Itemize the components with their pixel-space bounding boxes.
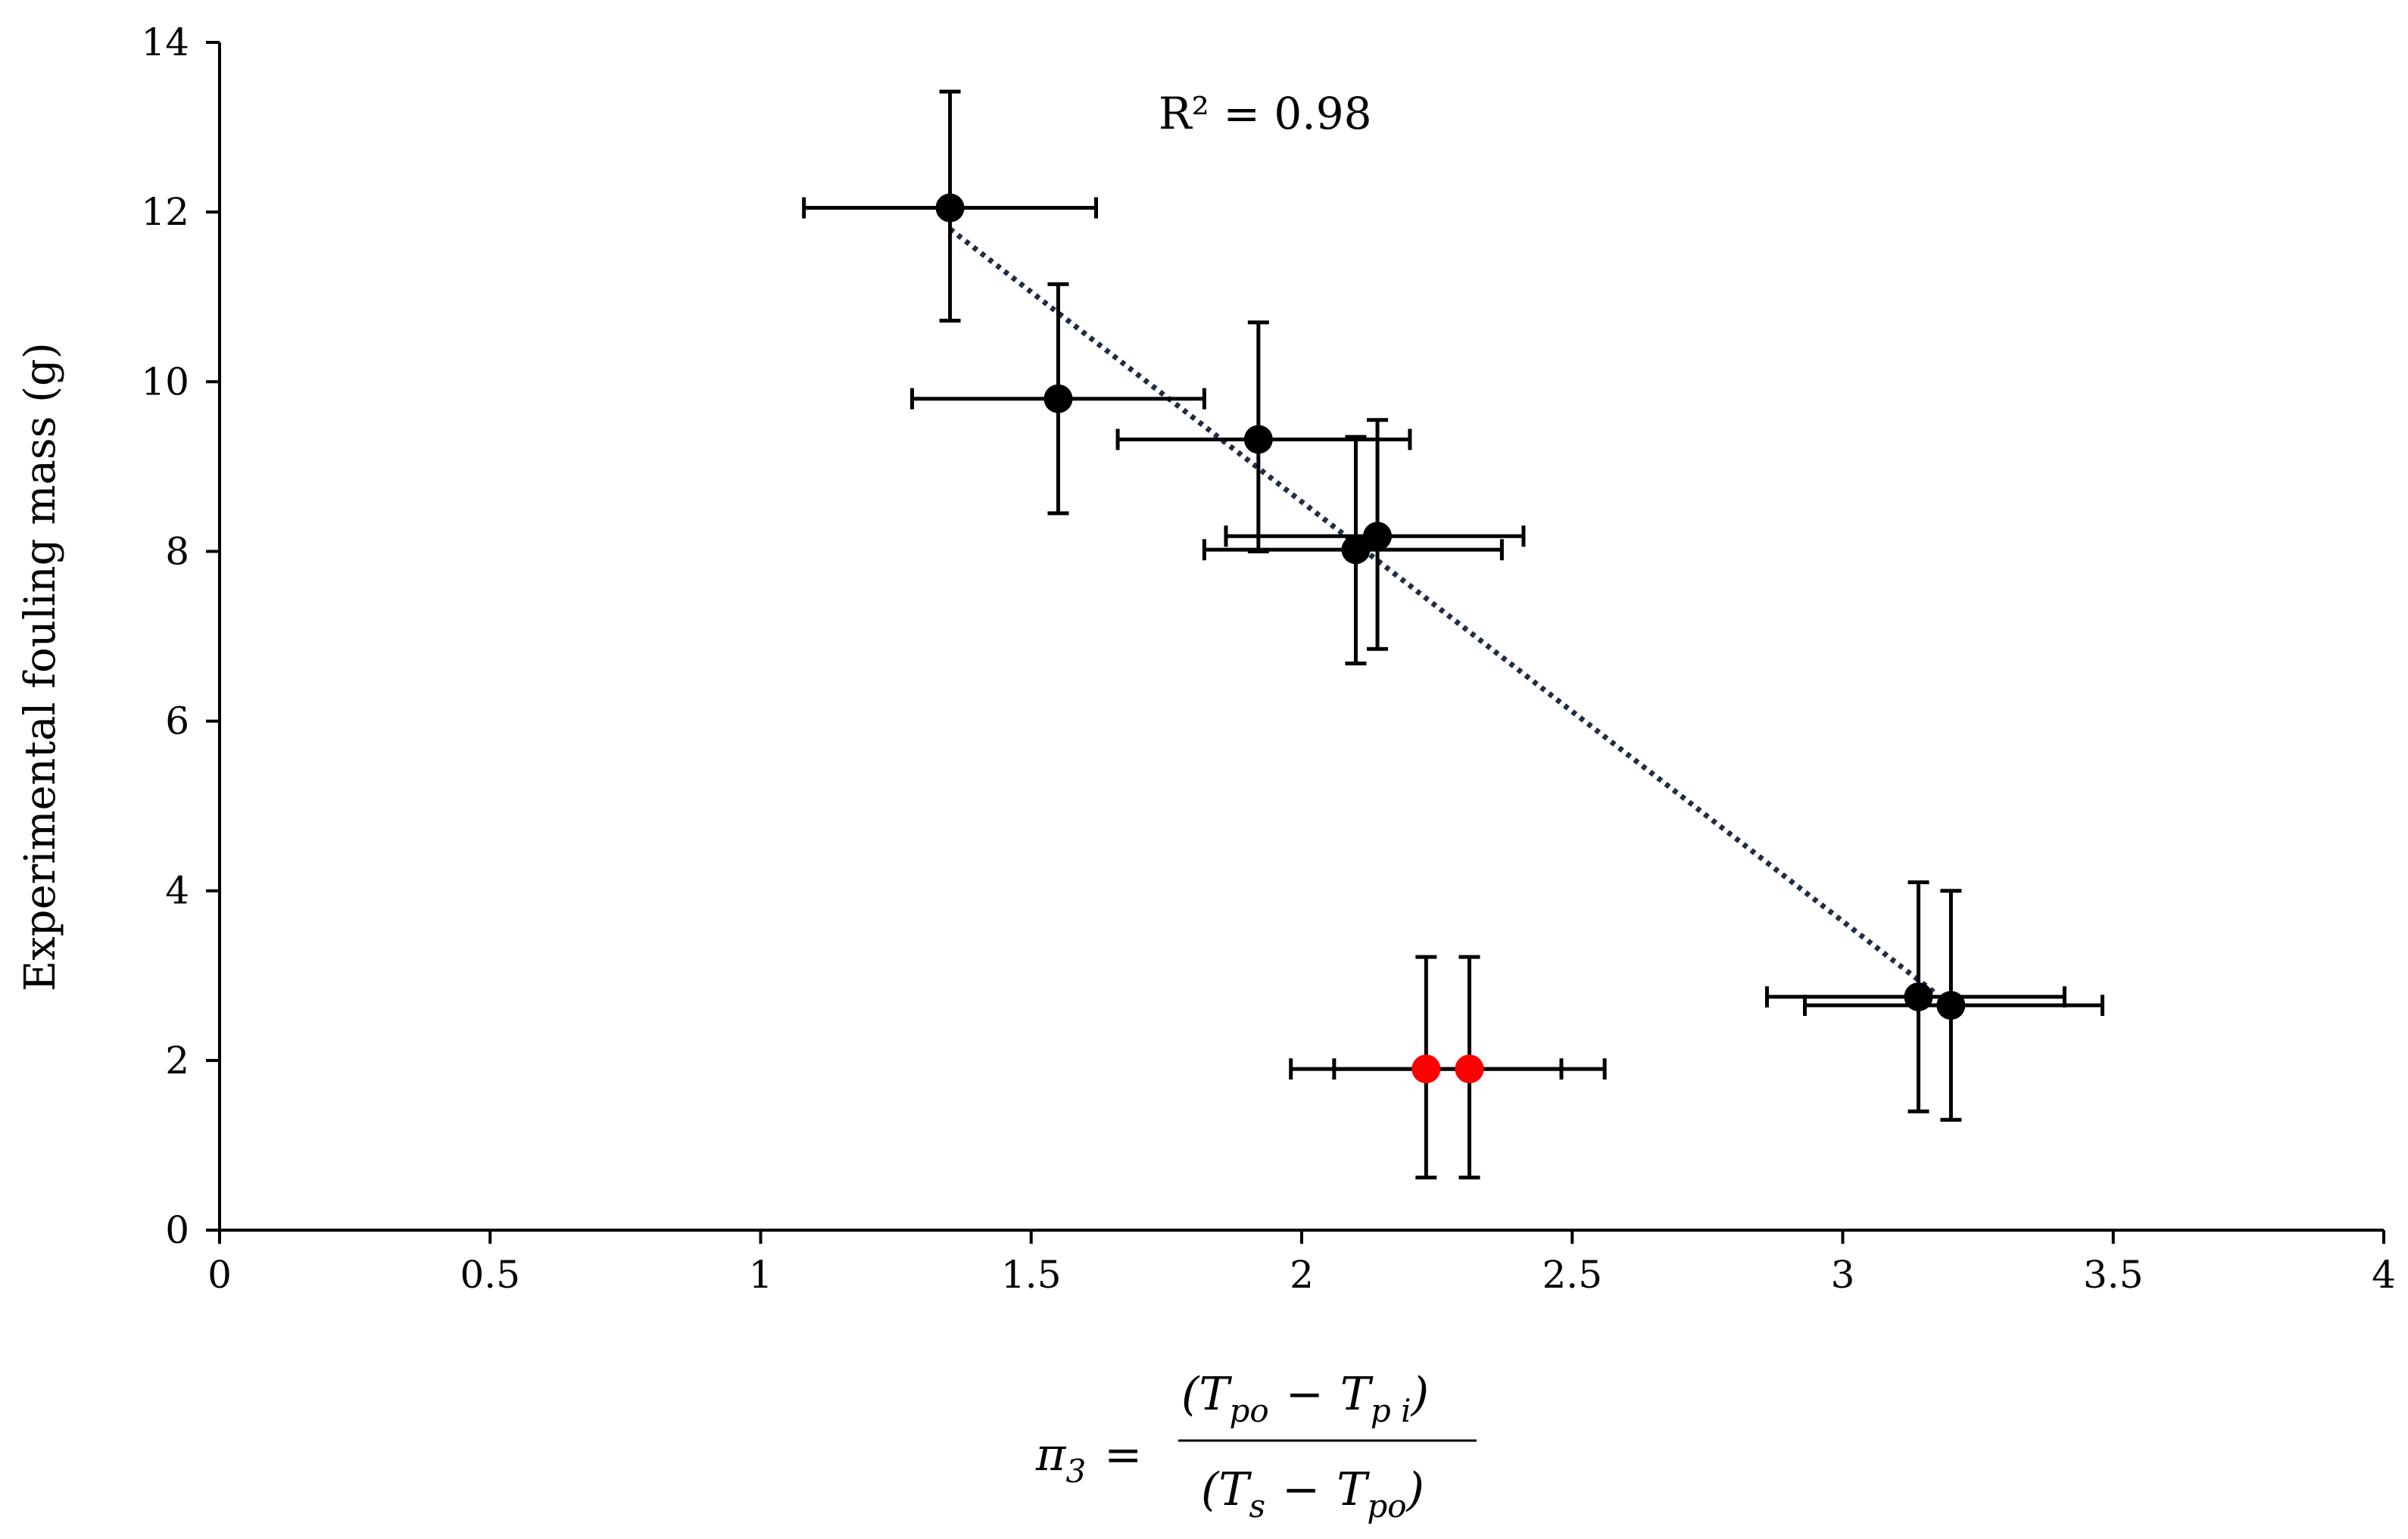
- equals-sign: =: [1104, 1428, 1142, 1481]
- x-tick-label: 2.5: [1542, 1253, 1602, 1297]
- numerator-sub1: po: [1229, 1392, 1268, 1429]
- svg-text:π3=: π3 =: [1035, 1428, 1142, 1490]
- x-tick-label: 3.5: [2083, 1253, 2144, 1297]
- x-axis-formula: π3 = (Tpo − Tp i) (Ts − Tpo): [1035, 1368, 1477, 1525]
- data-point: [1936, 991, 1966, 1020]
- x-tick-label: 0: [207, 1253, 232, 1297]
- x-tick-label: 0.5: [460, 1253, 520, 1297]
- y-tick-label: 8: [165, 529, 189, 573]
- data-point: [1043, 384, 1073, 413]
- y-tick-label: 0: [165, 1208, 189, 1252]
- data-point: [1243, 425, 1273, 454]
- data-point: [1341, 535, 1371, 565]
- denominator-close: ): [1405, 1463, 1424, 1516]
- denominator-minus: −: [1282, 1463, 1320, 1516]
- x-tick-label: 1.5: [1001, 1253, 1062, 1297]
- y-tick-label: 6: [165, 699, 189, 743]
- axes-layer: 0 0.5 1 1.5 2 2.5 3 3.5 4 0 2 4 6 8 10 12 14: [141, 20, 2396, 1297]
- data-point: [1411, 1055, 1441, 1084]
- y-tick-label: 14: [141, 20, 189, 64]
- svg-text:(Tpo−Tp i): (Tpo − Tp i): [1181, 1368, 1429, 1429]
- x-tick-label: 4: [2372, 1253, 2396, 1297]
- denominator-open: (T: [1201, 1463, 1252, 1516]
- y-axis-label: Experimental fouling mass (g): [16, 342, 65, 991]
- pi-symbol: π: [1035, 1428, 1067, 1481]
- x-tick-label: 2: [1290, 1253, 1314, 1297]
- data-point: [1363, 522, 1393, 551]
- y-tick-label: 12: [141, 190, 189, 234]
- x-tick-label: 3: [1831, 1253, 1855, 1297]
- denominator-t2: T: [1337, 1463, 1370, 1516]
- data-point: [1904, 982, 1933, 1011]
- numerator-t2: T: [1340, 1368, 1374, 1421]
- data-point: [935, 193, 965, 223]
- numerator-sub2: p i: [1371, 1392, 1411, 1429]
- trendline-layer: [948, 226, 1937, 995]
- denominator-sub1: s: [1249, 1488, 1265, 1525]
- pi-subscript: 3: [1065, 1453, 1086, 1490]
- svg-text:(Ts−Tpo): (Ts − Tpo): [1201, 1463, 1424, 1525]
- y-tick-label: 4: [165, 869, 189, 913]
- y-tick-label: 2: [165, 1039, 189, 1083]
- r-squared-annotation: R² = 0.98: [1159, 88, 1372, 139]
- numerator-minus: −: [1286, 1368, 1324, 1421]
- trendline: [948, 226, 1937, 995]
- y-tick-label: 10: [141, 360, 189, 403]
- data-point: [1455, 1055, 1484, 1084]
- numerator-open: (T: [1181, 1368, 1232, 1421]
- point-layer: [935, 193, 1966, 1084]
- error-bar-layer: [802, 89, 2104, 1180]
- denominator-sub2: po: [1367, 1488, 1406, 1525]
- numerator-close: ): [1410, 1368, 1429, 1421]
- x-tick-label: 1: [749, 1253, 773, 1297]
